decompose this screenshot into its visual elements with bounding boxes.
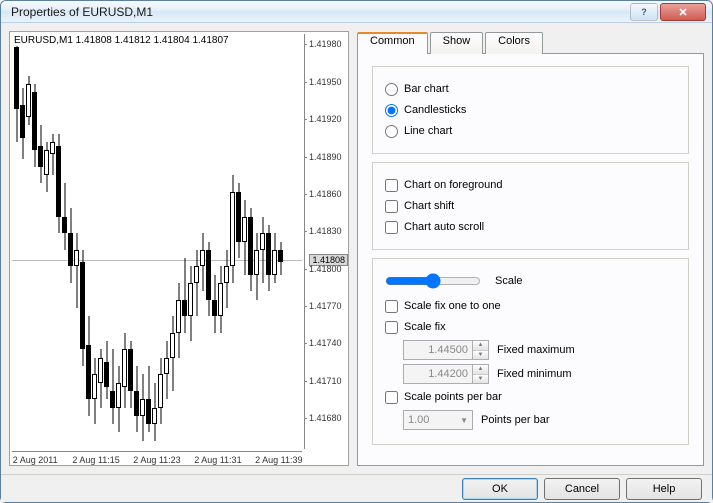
chart-type-group: Bar chart Candlesticks Line chart xyxy=(372,66,689,154)
check-autoscroll[interactable]: Chart auto scroll xyxy=(385,218,676,236)
tab-show[interactable]: Show xyxy=(430,32,484,54)
check-shift[interactable]: Chart shift xyxy=(385,197,676,215)
window-title: Properties of EURUSD,M1 xyxy=(11,5,630,19)
titlebar-close-button[interactable] xyxy=(660,3,706,21)
fixed-min-spinner[interactable]: ▲▼ xyxy=(473,364,489,384)
titlebar[interactable]: Properties of EURUSD,M1 ? xyxy=(1,1,712,23)
titlebar-help-button[interactable]: ? xyxy=(630,3,658,21)
scale-group: Scale Scale fix one to one Scale fix ▲▼ … xyxy=(372,258,689,445)
fixed-max-input[interactable] xyxy=(403,340,473,360)
ok-button[interactable]: OK xyxy=(462,478,538,500)
cancel-button[interactable]: Cancel xyxy=(544,478,620,500)
chart-preview: EURUSD,M1 1.41808 1.41812 1.41804 1.4180… xyxy=(9,31,349,466)
tab-colors[interactable]: Colors xyxy=(485,32,543,54)
fixed-min-label: Fixed minimum xyxy=(497,368,572,380)
chart-header: EURUSD,M1 1.41808 1.41812 1.41804 1.4180… xyxy=(14,35,229,46)
radio-line-chart[interactable]: Line chart xyxy=(385,122,676,140)
tabs: Common Show Colors xyxy=(357,31,704,53)
display-options-group: Chart on foreground Chart shift Chart au… xyxy=(372,162,689,250)
check-foreground[interactable]: Chart on foreground xyxy=(385,176,676,194)
ppb-label: Points per bar xyxy=(481,414,549,426)
radio-candlesticks[interactable]: Candlesticks xyxy=(385,101,676,119)
scale-label: Scale xyxy=(495,275,523,287)
tab-common[interactable]: Common xyxy=(357,32,428,54)
check-scale-one-to-one[interactable]: Scale fix one to one xyxy=(385,297,676,315)
radio-bar-chart[interactable]: Bar chart xyxy=(385,80,676,98)
chevron-down-icon: ▼ xyxy=(460,416,468,425)
dialog-footer: OK Cancel Help xyxy=(1,474,712,502)
help-button[interactable]: Help xyxy=(626,478,702,500)
tab-panel-common: Bar chart Candlesticks Line chart Chart … xyxy=(357,53,704,466)
points-per-bar-combo[interactable]: 1.00▼ xyxy=(403,410,473,430)
fixed-max-spinner[interactable]: ▲▼ xyxy=(473,340,489,360)
check-scale-fix[interactable]: Scale fix xyxy=(385,318,676,336)
svg-text:?: ? xyxy=(641,7,647,17)
check-points-per-bar[interactable]: Scale points per bar xyxy=(385,388,676,406)
fixed-max-label: Fixed maximum xyxy=(497,344,575,356)
fixed-min-input[interactable] xyxy=(403,364,473,384)
properties-dialog: Properties of EURUSD,M1 ? EURUSD,M1 1.41… xyxy=(0,0,713,503)
scale-slider[interactable] xyxy=(385,273,481,289)
